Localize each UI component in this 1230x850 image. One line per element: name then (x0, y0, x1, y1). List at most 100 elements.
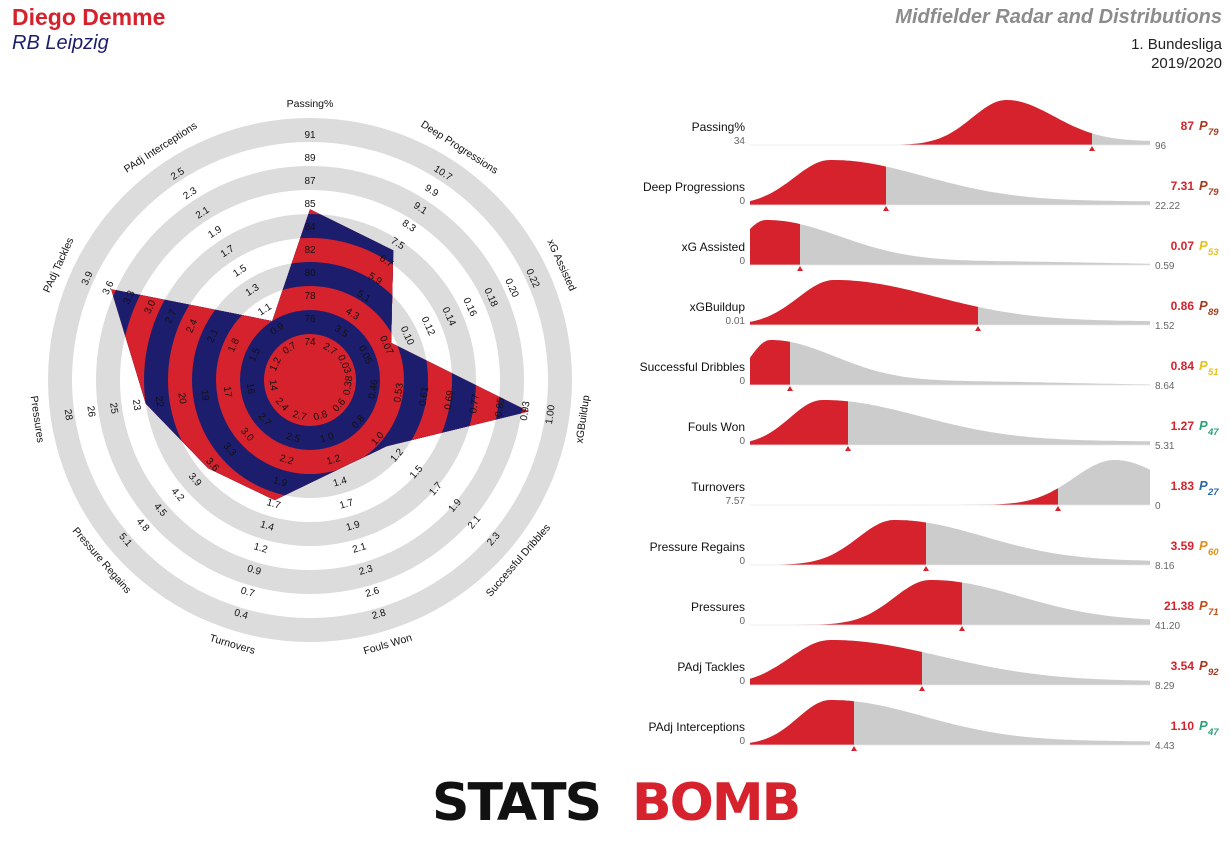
metric-label: PAdj Tackles (677, 660, 745, 674)
radar-chart: 74767880828485878991Passing%2.73.54.35.1… (28, 98, 593, 655)
metric-value: 3.59 (1171, 539, 1195, 553)
metric-min: 34 (734, 136, 746, 147)
player-name: Diego Demme (12, 4, 166, 30)
percentile-value: 79 (1208, 187, 1219, 198)
distribution-highlight (750, 280, 978, 325)
radar-tick-label: 2.1 (351, 541, 368, 556)
metric-value: 1.83 (1171, 479, 1195, 493)
metric-min: 0 (739, 256, 745, 267)
distribution-area (750, 340, 1150, 385)
percentile-value: 89 (1208, 307, 1219, 318)
radar-tick-label: 17 (221, 386, 234, 399)
metric-min: 0 (739, 556, 745, 567)
radar-tick-label: 1.2 (325, 453, 342, 468)
radar-tick-label: 1.4 (332, 475, 349, 490)
percentile-value: 60 (1208, 547, 1219, 558)
percentile-value: 47 (1207, 427, 1219, 438)
radar-axis-label: xGBuildup (574, 394, 593, 444)
radar-tick-label: 74 (304, 337, 316, 348)
metric-value: 0.07 (1171, 239, 1195, 253)
metric-max: 8.16 (1155, 561, 1175, 572)
radar-tick-label: 2.7 (291, 409, 308, 424)
metric-value: 3.54 (1171, 659, 1195, 673)
radar-center-dot (288, 358, 332, 402)
radar-tick-label: 0.38 (342, 375, 356, 396)
radar-axis-label: Fouls Won (362, 632, 414, 655)
metric-value: 7.31 (1171, 179, 1195, 193)
radar-tick-label: 2.3 (358, 563, 375, 578)
percentile-label: P (1199, 418, 1208, 433)
percentile-label: P (1199, 598, 1208, 613)
value-marker (797, 266, 803, 271)
metric-label: xG Assisted (682, 240, 745, 254)
radar-tick-label: 14 (267, 379, 280, 392)
radar-tick-label: 3.6 (101, 279, 117, 297)
distribution-highlight (750, 488, 1058, 505)
radar-tick-label: 1.00 (544, 404, 558, 425)
metric-value: 1.27 (1171, 419, 1195, 433)
value-marker (851, 746, 857, 751)
radar-tick-label: 2.6 (364, 585, 381, 600)
radar-tick-label: 80 (304, 268, 316, 279)
metric-label: Pressures (691, 600, 745, 614)
metric-max: 8.29 (1155, 681, 1175, 692)
metric-label: Pressure Regains (650, 540, 745, 554)
metric-min: 0 (739, 436, 745, 447)
chart-title: Midfielder Radar and Distributions (895, 6, 1222, 28)
metric-max: 22.22 (1155, 201, 1180, 212)
distribution-highlight (750, 640, 922, 685)
radar-tick-label: 0.46 (367, 378, 381, 399)
value-marker (787, 386, 793, 391)
value-marker (845, 446, 851, 451)
metric-label: Passing% (692, 120, 746, 134)
season-label: 2019/2020 (1151, 55, 1222, 72)
metric-label: Deep Progressions (643, 180, 745, 194)
metric-max: 0.59 (1155, 261, 1175, 272)
radar-tick-label: 1.9 (345, 519, 362, 534)
metric-max: 8.64 (1155, 381, 1175, 392)
distribution-highlight (750, 520, 926, 565)
percentile-label: P (1199, 478, 1208, 493)
radar-tick-label: 0.85 (494, 396, 508, 417)
radar-tick-label: 0.9 (246, 563, 263, 578)
value-marker (1055, 506, 1061, 511)
radar-tick-label: 0.93 (519, 400, 533, 421)
radar-tick-label: 1.5 (247, 346, 263, 364)
radar-tick-label: 0.61 (418, 386, 432, 407)
percentile-label: P (1199, 298, 1208, 313)
radar-tick-label: 0.4 (233, 607, 250, 622)
radar-axis-label: Turnovers (208, 632, 256, 655)
metric-min: 0 (739, 376, 745, 387)
percentile-label: P (1199, 178, 1208, 193)
radar-tick-label: 3.9 (80, 269, 96, 287)
radar-tick-label: 2.7 (164, 308, 180, 326)
radar-tick-label: 19 (198, 389, 211, 402)
radar-tick-label: 1.4 (259, 519, 276, 534)
distribution-area (750, 520, 1150, 565)
radar-tick-label: 20 (175, 392, 188, 405)
radar-tick-label: 85 (304, 199, 316, 210)
distribution-highlight (750, 580, 962, 625)
metric-value: 21.38 (1164, 599, 1194, 613)
radar-tick-label: 0.77 (468, 393, 482, 414)
distribution-highlight (750, 700, 854, 745)
radar-tick-label: 76 (304, 314, 316, 325)
percentile-value: 92 (1208, 667, 1219, 678)
distribution-highlight (750, 220, 800, 265)
metric-min: 0 (739, 196, 745, 207)
metric-max: 96 (1155, 141, 1167, 152)
metric-label: PAdj Interceptions (649, 720, 746, 734)
percentile-label: P (1199, 118, 1208, 133)
metric-max: 1.52 (1155, 321, 1175, 332)
percentile-value: 27 (1207, 487, 1219, 498)
percentile-label: P (1199, 718, 1208, 733)
percentile-label: P (1199, 238, 1208, 253)
distribution-area (750, 400, 1150, 445)
metric-label: Fouls Won (688, 420, 745, 434)
radar-tick-label: 23 (130, 399, 143, 412)
metric-max: 5.31 (1155, 441, 1175, 452)
radar-tick-label: 91 (304, 130, 316, 141)
radar-tick-label: 26 (84, 405, 97, 418)
metric-max: 0 (1155, 501, 1161, 512)
percentile-label: P (1199, 358, 1208, 373)
